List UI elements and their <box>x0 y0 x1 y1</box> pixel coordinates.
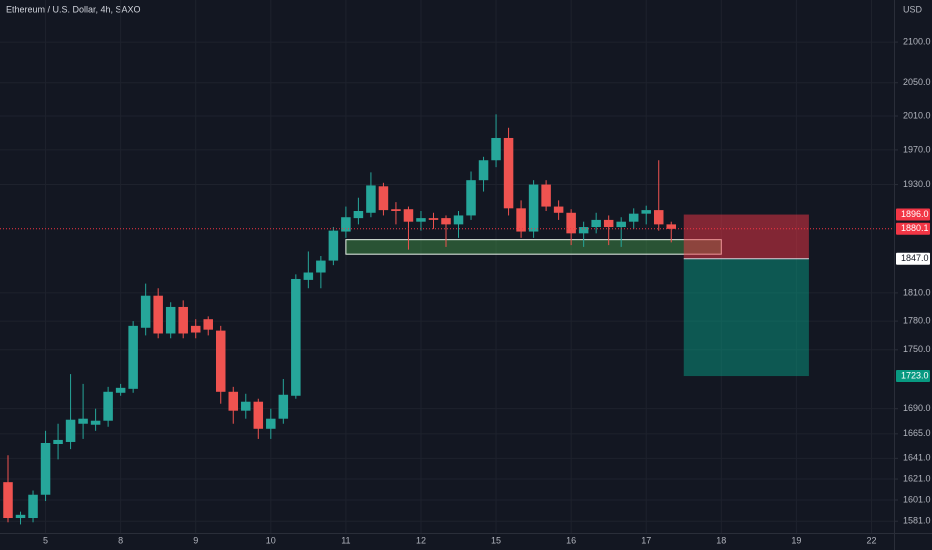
target-zone <box>683 258 809 377</box>
candle-body <box>341 217 351 232</box>
candle-body <box>316 260 326 273</box>
candle-body <box>303 272 314 280</box>
candle-body <box>403 209 414 222</box>
stop-label: 1896.0 <box>901 209 929 219</box>
entry-label: 1847.0 <box>901 253 929 263</box>
entry-label-box <box>896 252 930 265</box>
y-tick-label: 2050.0 <box>903 77 931 87</box>
axis-unit: USD <box>903 4 923 14</box>
candle-body <box>503 137 514 209</box>
y-tick-label: 2100.0 <box>903 36 931 46</box>
candle-body <box>616 221 626 228</box>
y-tick-label: 1581.0 <box>903 516 931 526</box>
y-tick-label: 1665.0 <box>903 428 931 438</box>
x-tick-label: 17 <box>641 535 651 545</box>
candle-body <box>115 387 126 393</box>
candle-body <box>378 186 389 211</box>
candle-body <box>603 219 614 228</box>
candle-body <box>253 401 264 429</box>
zone <box>345 239 722 255</box>
candle-body <box>103 391 113 421</box>
last-price-label: 1880.1 <box>901 223 929 233</box>
x-tick-label: 11 <box>341 535 350 545</box>
candle-body <box>441 218 451 225</box>
x-tick-label: 10 <box>266 535 276 545</box>
candle-body <box>391 209 401 211</box>
chart-title: Ethereum / U.S. Dollar, 4h, SAXO <box>6 4 141 14</box>
candle-body <box>641 210 651 214</box>
candle-body <box>165 306 176 334</box>
candle-body <box>28 494 38 519</box>
candle-body <box>203 319 213 330</box>
last-price-label-box <box>896 222 930 235</box>
candle-body <box>491 137 501 161</box>
candle-body <box>128 325 138 389</box>
candle-body <box>516 208 526 232</box>
candle-body <box>228 391 239 411</box>
stop-zone <box>683 214 809 259</box>
x-tick-label: 22 <box>866 535 876 545</box>
y-tick-label: 1601.0 <box>903 494 931 504</box>
candle-body <box>453 215 464 225</box>
candle-body <box>591 219 601 228</box>
candle-body <box>416 218 426 222</box>
candle-body <box>566 212 576 234</box>
candle-body <box>478 160 489 181</box>
y-tick-label: 1810.0 <box>903 287 931 297</box>
candle-body <box>90 420 101 425</box>
y-tick-label: 2010.0 <box>903 110 931 120</box>
target-label-box <box>896 370 930 383</box>
x-tick-label: 8 <box>118 535 123 545</box>
candle-body <box>190 325 201 333</box>
x-tick-label: 12 <box>416 535 426 545</box>
candle-body <box>666 224 677 229</box>
candle-body <box>178 306 188 334</box>
candle-body <box>140 295 151 328</box>
y-tick-label: 1641.0 <box>903 453 931 463</box>
candle-body <box>366 185 376 213</box>
y-tick-label: 1930.0 <box>903 179 931 189</box>
x-tick-label: 5 <box>43 535 48 545</box>
candle-body <box>541 184 551 207</box>
candle-body <box>553 206 564 213</box>
candle-body <box>628 213 639 222</box>
candle-body <box>291 278 301 396</box>
candle-body <box>3 482 13 519</box>
candle-body <box>241 401 251 411</box>
x-tick-label: 16 <box>566 535 576 545</box>
candle-body <box>353 210 364 219</box>
x-tick-label: 15 <box>491 535 501 545</box>
candle-body <box>328 230 339 261</box>
candle-body <box>215 330 226 392</box>
y-tick-label: 1780.0 <box>903 315 931 325</box>
x-tick-label: 18 <box>716 535 726 545</box>
candle-body <box>266 418 276 429</box>
candle-body <box>428 218 439 220</box>
candle-body <box>528 184 539 232</box>
candle-body <box>40 442 51 495</box>
candle-body <box>466 180 476 216</box>
candle-body <box>15 514 26 519</box>
plot <box>0 114 894 525</box>
y-tick-label: 1690.0 <box>903 403 931 413</box>
candle-body <box>153 295 163 334</box>
candle-body <box>78 418 88 424</box>
candle-body <box>578 227 589 234</box>
y-tick-label: 1621.0 <box>903 473 931 483</box>
target-label: 1723.0 <box>901 370 929 380</box>
candle-body <box>278 394 289 419</box>
x-tick-label: 9 <box>193 535 198 545</box>
y-tick-label: 1750.0 <box>903 344 931 354</box>
x-tick-label: 19 <box>791 535 801 545</box>
axes: 2100.0 2050.0 2010.0 1970.0 1930.0 1810.0 1780… <box>43 36 930 545</box>
stop-label-box <box>896 208 930 221</box>
y-tick-label: 1970.0 <box>903 144 931 154</box>
candle-body <box>53 439 63 445</box>
candle-body <box>653 210 664 225</box>
candle-body <box>65 419 76 442</box>
